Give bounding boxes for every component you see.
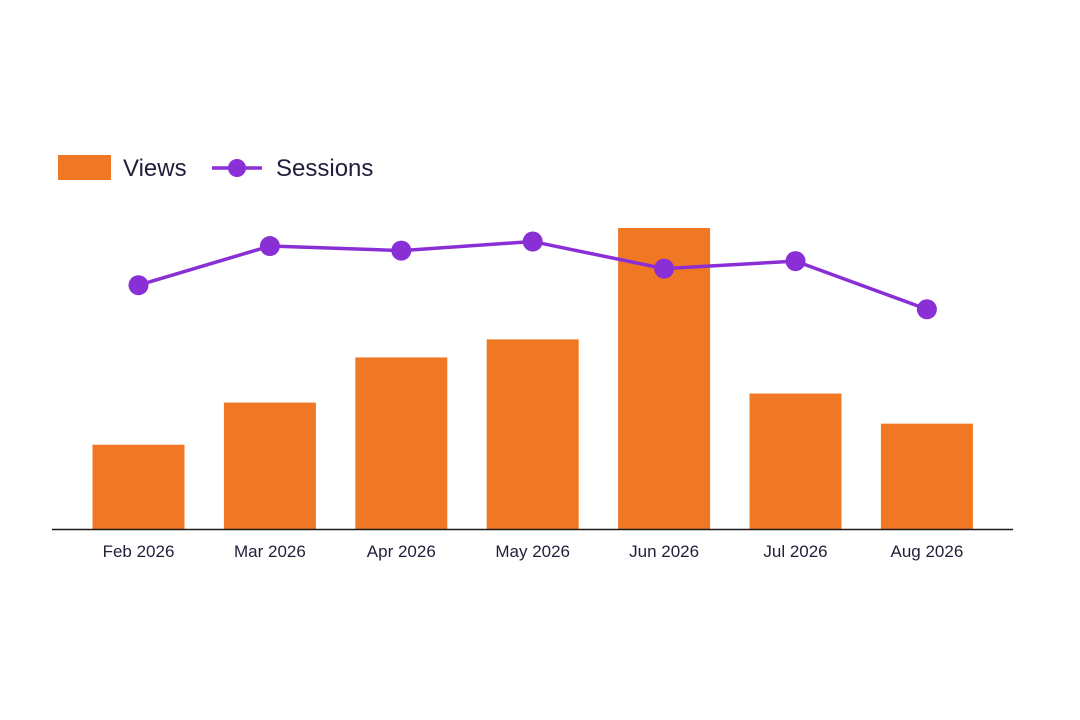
point-sessions-jul-2026 bbox=[785, 251, 806, 272]
legend-swatch-sessions-marker bbox=[228, 159, 246, 177]
x-axis-tick-labels: Feb 2026 Mar 2026 Apr 2026 May 2026 Jun 2026… bbox=[103, 542, 964, 561]
x-tick-label: Feb 2026 bbox=[103, 542, 175, 561]
sessions-points bbox=[128, 231, 937, 320]
sessions-series-line bbox=[138, 239, 928, 311]
x-tick-label: Jul 2026 bbox=[763, 542, 827, 561]
point-sessions-aug-2026 bbox=[916, 299, 937, 320]
legend-swatch-views bbox=[58, 155, 111, 180]
bar-views-jul-2026 bbox=[749, 393, 842, 529]
x-tick-label: May 2026 bbox=[495, 542, 570, 561]
point-sessions-may-2026 bbox=[522, 231, 543, 252]
x-tick-label: Jun 2026 bbox=[629, 542, 699, 561]
point-sessions-mar-2026 bbox=[259, 236, 280, 257]
views-bars bbox=[92, 228, 973, 529]
point-sessions-feb-2026 bbox=[128, 275, 149, 296]
x-tick-label: Aug 2026 bbox=[891, 542, 964, 561]
point-sessions-apr-2026 bbox=[391, 240, 412, 261]
legend: Views Sessions bbox=[58, 155, 373, 182]
bar-views-feb-2026 bbox=[92, 444, 185, 529]
legend-label-views: Views bbox=[123, 155, 187, 182]
bar-views-aug-2026 bbox=[880, 423, 973, 529]
x-tick-label: Apr 2026 bbox=[367, 542, 436, 561]
bar-views-may-2026 bbox=[486, 339, 579, 529]
point-sessions-jun-2026 bbox=[654, 258, 675, 279]
x-tick-label: Mar 2026 bbox=[234, 542, 306, 561]
legend-label-sessions: Sessions bbox=[276, 155, 373, 182]
bar-views-mar-2026 bbox=[223, 402, 316, 529]
bar-views-apr-2026 bbox=[355, 357, 448, 529]
